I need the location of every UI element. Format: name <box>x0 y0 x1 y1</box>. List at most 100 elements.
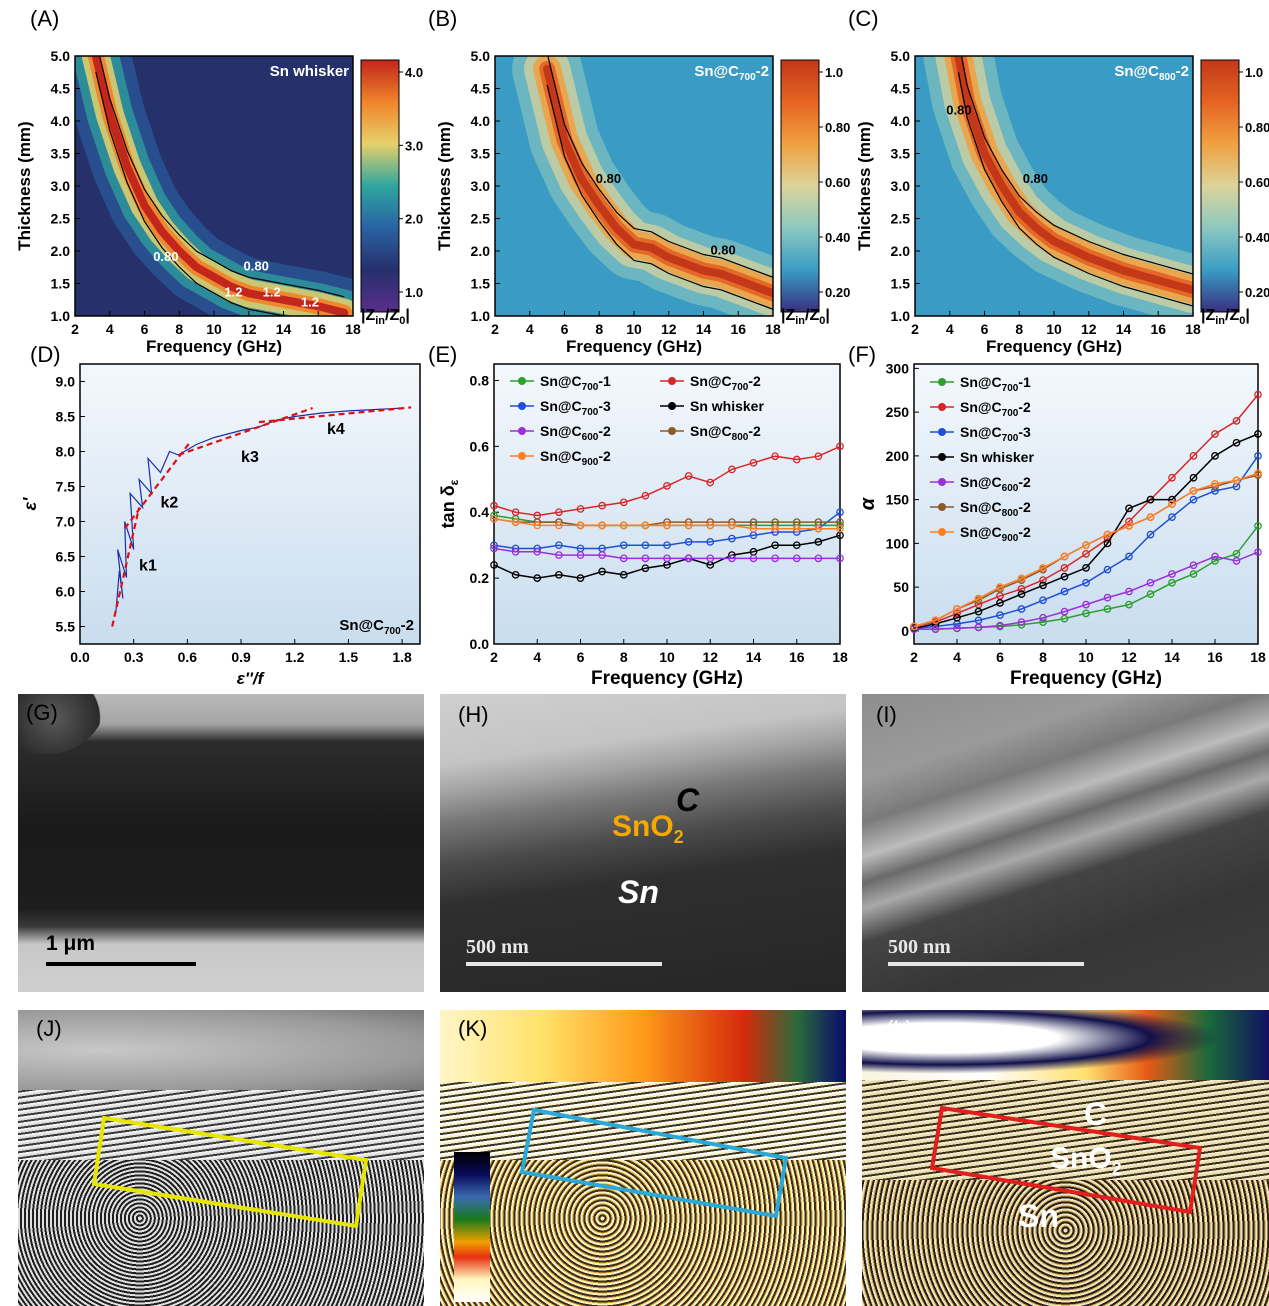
series-marker <box>1060 572 1069 581</box>
y-tick-label: 50 <box>893 579 909 595</box>
y-tick-label: 0.0 <box>470 636 490 652</box>
x-tick-label: 2 <box>910 649 918 665</box>
series-marker <box>1060 607 1069 616</box>
series-marker <box>1060 552 1069 561</box>
label-sno2: SnO2 <box>612 810 684 847</box>
series-marker <box>619 541 628 550</box>
series-marker <box>576 521 585 530</box>
x-tick-label: 10 <box>659 649 675 665</box>
colorbar-tick-label: 0.40 <box>1245 230 1269 245</box>
label-sno2: SnO2 <box>1050 1142 1122 1179</box>
y-tick-label: 2.5 <box>471 211 491 227</box>
series-marker <box>555 508 563 517</box>
series-marker <box>511 570 520 579</box>
upper-region <box>862 1010 1269 1080</box>
series-marker <box>931 616 940 625</box>
series-marker <box>511 547 520 556</box>
series-line <box>913 472 1259 628</box>
legend-marker <box>938 528 946 536</box>
series-marker <box>1189 495 1198 504</box>
legend-marker <box>938 503 946 511</box>
panel-label-i: (I) <box>876 702 897 727</box>
selection-box-k <box>519 1107 789 1219</box>
plot-area <box>493 363 841 645</box>
series-marker <box>836 442 844 451</box>
series-marker <box>996 621 1004 630</box>
series-marker <box>1168 500 1176 508</box>
y-tick-label: 1.5 <box>51 276 71 292</box>
y-tick-label: 5.0 <box>891 48 911 64</box>
series-marker <box>1232 476 1241 485</box>
series-marker <box>533 574 542 582</box>
series-marker <box>910 622 918 631</box>
x-tick-label: 14 <box>276 321 292 337</box>
selection-box-l <box>929 1105 1203 1215</box>
y-tick-label: 3.5 <box>51 146 71 162</box>
fit-line <box>178 407 313 457</box>
series-marker <box>1125 587 1133 596</box>
series-marker <box>663 482 671 490</box>
y-tick-label: 5.0 <box>471 48 491 64</box>
y-tick-label: 6.5 <box>56 549 76 565</box>
x-tick-label: 1.5 <box>339 649 359 665</box>
series-marker <box>684 472 693 480</box>
series-marker <box>555 551 563 559</box>
x-tick-label: 14 <box>1164 649 1180 665</box>
panel-label-g: (G) <box>26 700 58 725</box>
x-tick-label: 10 <box>206 321 222 337</box>
series-marker <box>836 524 844 533</box>
lower-region <box>862 1180 1269 1306</box>
x-tick-label: 12 <box>1121 649 1137 665</box>
series-marker <box>684 554 693 563</box>
x-tick-label: 12 <box>241 321 257 337</box>
series-marker <box>598 521 606 530</box>
contour-line <box>546 84 773 310</box>
series-marker <box>996 583 1004 591</box>
series-marker <box>1039 581 1047 590</box>
series-marker <box>576 551 585 559</box>
colorbar <box>360 59 400 313</box>
k-label: k3 <box>241 449 259 466</box>
y-tick-label: 4.5 <box>51 81 71 97</box>
series-marker <box>728 465 736 474</box>
y-axis-label: tan δε <box>438 479 461 528</box>
x-tick-label: 16 <box>789 649 805 665</box>
series-marker <box>706 521 715 530</box>
x-tick-label: 0.6 <box>178 649 198 665</box>
plot-area <box>913 363 1259 645</box>
series-marker <box>792 541 801 550</box>
series-marker <box>996 611 1004 619</box>
colorbar <box>780 59 820 313</box>
x-tick-label: 6 <box>561 321 569 337</box>
series-marker <box>1039 618 1047 626</box>
y-tick-label: 4.0 <box>891 113 911 129</box>
x-tick-label: 16 <box>1150 321 1166 337</box>
series-marker <box>490 541 498 550</box>
y-tick-label: 250 <box>886 404 910 420</box>
legend-marker <box>668 377 676 385</box>
y-tick-label: 200 <box>886 448 910 464</box>
heatmap-band <box>954 56 1193 294</box>
contour-label: 0.80 <box>1023 171 1048 186</box>
colorbar-tick-label: 0.20 <box>1245 285 1269 300</box>
x-tick-label: 8 <box>595 321 603 337</box>
scale-label-i: 500 nm <box>888 936 951 958</box>
series-marker <box>814 554 823 563</box>
y-tick-label: 1.0 <box>471 308 491 324</box>
contour-label: 0.80 <box>596 171 621 186</box>
panel-label-a: (A) <box>30 6 60 31</box>
legend-marker <box>518 452 526 460</box>
contour-label: 1.2 <box>301 294 319 309</box>
series-marker <box>1146 513 1155 521</box>
y-tick-label: 5.5 <box>56 619 76 635</box>
series-marker <box>1125 600 1133 609</box>
series-marker <box>974 623 983 632</box>
series-marker <box>1232 438 1241 447</box>
panel-label-l: (L) <box>886 1016 913 1041</box>
x-tick-label: 12 <box>702 649 718 665</box>
label-sn: Sn <box>618 874 659 910</box>
contour-label: 0.80 <box>946 103 971 118</box>
legend-marker <box>938 453 946 461</box>
y-axis-label: Thickness (mm) <box>435 121 454 250</box>
series-marker <box>1082 609 1090 618</box>
